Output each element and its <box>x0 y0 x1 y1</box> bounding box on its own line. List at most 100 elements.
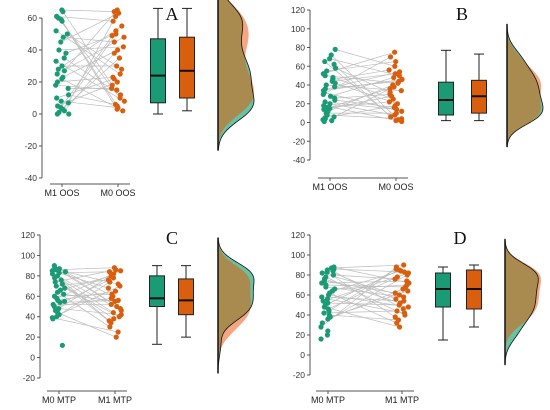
data-point-series-2 <box>113 13 119 19</box>
data-point-series-2 <box>386 67 392 73</box>
pair-line <box>334 99 395 108</box>
data-point-series-2 <box>114 79 120 85</box>
data-point-series-2 <box>108 320 114 326</box>
data-point-series-1 <box>50 316 56 322</box>
data-point-series-1 <box>61 108 68 114</box>
data-point-series-2 <box>115 329 121 335</box>
data-point-series-2 <box>106 269 113 275</box>
data-point-series-1 <box>61 68 68 74</box>
data-point-series-1 <box>53 58 59 64</box>
data-point-series-2 <box>401 294 407 300</box>
data-point-series-2 <box>405 288 411 294</box>
y-tick-label: -20 <box>25 141 38 151</box>
y-tick-label: 0 <box>300 118 305 128</box>
pair-line <box>58 46 124 51</box>
data-point-series-1 <box>59 76 65 82</box>
data-point-series-2 <box>404 272 410 278</box>
data-point-series-1 <box>53 283 59 289</box>
y-tick-label: 20 <box>26 332 36 342</box>
data-point-series-1 <box>319 294 325 300</box>
y-tick-label: 80 <box>26 271 36 281</box>
data-point-series-2 <box>112 288 119 294</box>
data-point-series-2 <box>110 18 116 24</box>
y-tick-label: 60 <box>296 61 306 71</box>
data-point-series-1 <box>63 50 69 56</box>
pair-line <box>325 269 400 306</box>
data-point-series-1 <box>324 296 331 302</box>
y-tick-label: 60 <box>26 291 36 301</box>
density-overlap <box>218 0 254 151</box>
data-point-series-2 <box>400 286 406 292</box>
panel-label: D <box>454 228 467 248</box>
data-point-series-2 <box>119 66 125 72</box>
data-point-series-1 <box>61 55 67 61</box>
panel-B: -40 -20 0 20 40 60 80 100 120 M1 OOS M0 OOS B <box>291 4 544 192</box>
data-point-series-1 <box>54 111 60 117</box>
pair-line <box>333 274 396 280</box>
data-point-series-2 <box>118 307 124 314</box>
pair-line <box>64 52 115 112</box>
data-point-series-2 <box>121 98 127 104</box>
y-tick-label: 60 <box>296 290 306 300</box>
data-point-series-1 <box>60 34 66 40</box>
data-point-series-2 <box>392 49 398 55</box>
density-overlap <box>507 24 541 147</box>
pair-line <box>67 33 122 70</box>
data-point-series-1 <box>326 308 332 314</box>
data-point-series-2 <box>111 76 117 82</box>
data-point-series-2 <box>118 268 124 274</box>
pair-line <box>334 94 390 99</box>
data-point-series-1 <box>54 289 61 295</box>
pair-line <box>321 296 404 302</box>
y-tick-label: 20 <box>28 77 38 87</box>
data-point-series-1 <box>65 85 71 91</box>
data-point-series-1 <box>52 279 58 285</box>
pair-line <box>60 279 110 322</box>
pair-line <box>330 54 399 120</box>
pair-line <box>329 314 399 321</box>
data-point-series-1 <box>56 47 62 53</box>
x-tick-label: M0 OOS <box>100 188 135 198</box>
x-tick-label: M0 OOS <box>378 182 413 192</box>
data-point-series-2 <box>121 34 127 40</box>
data-point-series-1 <box>65 92 72 98</box>
y-tick-label: 120 <box>21 230 35 240</box>
data-point-series-2 <box>394 320 400 326</box>
pair-line <box>57 76 113 83</box>
data-point-series-1 <box>62 285 68 291</box>
pair-line <box>55 273 114 311</box>
data-point-series-2 <box>111 39 117 45</box>
data-point-series-2 <box>394 308 400 314</box>
data-point-series-2 <box>396 69 403 75</box>
box-iqr <box>438 81 454 116</box>
data-point-series-2 <box>117 95 123 101</box>
data-point-series-1 <box>332 84 338 90</box>
panel-label: A <box>166 4 179 24</box>
y-tick-label: -40 <box>293 155 306 165</box>
data-point-series-2 <box>398 88 404 94</box>
data-point-series-2 <box>119 23 125 29</box>
data-point-series-2 <box>388 114 394 120</box>
x-tick-label: M1 MTP <box>98 395 132 405</box>
y-tick-label: 120 <box>291 5 305 15</box>
pair-line <box>56 281 110 318</box>
pair-line <box>324 310 398 314</box>
data-point-series-1 <box>319 270 325 276</box>
pair-line <box>64 287 120 318</box>
pair-line <box>329 58 400 76</box>
data-point-series-2 <box>392 63 398 69</box>
pair-line <box>56 279 109 287</box>
panel-label: C <box>166 228 178 248</box>
panel-A: -40 -20 0 20 40 60 M1 OOS M0 OOS A <box>25 0 255 198</box>
data-point-series-1 <box>325 292 332 298</box>
data-point-series-1 <box>64 31 70 37</box>
data-point-series-2 <box>393 58 399 65</box>
data-point-series-1 <box>330 272 337 278</box>
data-point-series-2 <box>111 50 117 56</box>
y-tick-label: 40 <box>26 312 36 322</box>
pair-line <box>61 21 118 110</box>
data-point-series-2 <box>395 80 401 86</box>
data-point-series-1 <box>60 9 66 15</box>
data-point-series-1 <box>324 332 331 338</box>
data-point-series-2 <box>392 290 398 296</box>
